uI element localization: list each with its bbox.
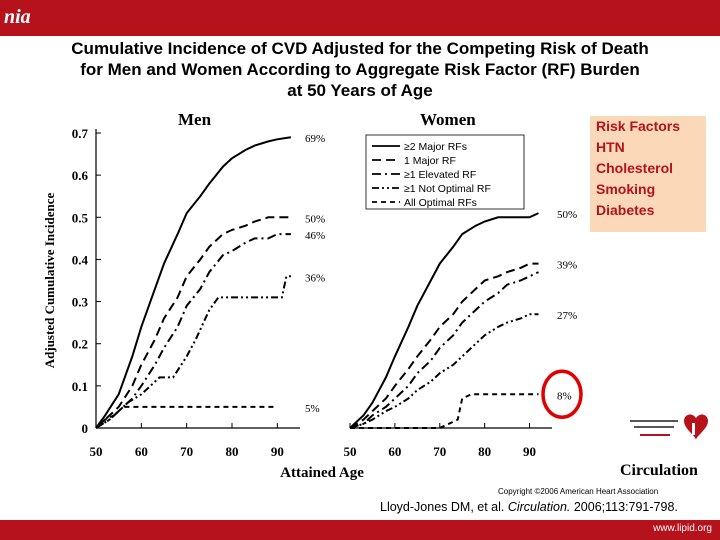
series-line xyxy=(95,136,292,429)
citation-journal: Circulation. xyxy=(507,500,571,514)
end-value-label: 69% xyxy=(305,133,325,145)
slide-title: Cumulative Incidence of CVD Adjusted for… xyxy=(10,38,710,101)
x-tick-label: 90 xyxy=(523,444,536,459)
series-line xyxy=(95,216,291,429)
citation: Lloyd-Jones DM, et al. Circulation. 2006… xyxy=(380,500,678,514)
panel-title: Women xyxy=(420,110,476,129)
y-tick-label: 0.5 xyxy=(72,210,89,225)
end-value-label: 39% xyxy=(557,260,577,272)
x-tick-label: 50 xyxy=(344,444,357,459)
legend-label: ≥1 Elevated RF xyxy=(404,169,476,181)
title-line: for Men and Women According to Aggregate… xyxy=(80,60,640,79)
series-line xyxy=(95,405,278,429)
x-axis-label: Attained Age xyxy=(280,465,364,481)
legend-box xyxy=(365,134,525,210)
y-tick-label: 0.3 xyxy=(72,295,89,310)
end-value-label: 46% xyxy=(305,230,325,242)
site-url[interactable]: www.lipid.org xyxy=(653,523,712,534)
y-tick-label: 0.7 xyxy=(72,126,89,141)
y-tick-label: 0.6 xyxy=(72,168,89,183)
series-line xyxy=(349,271,539,429)
y-axis-label: Adjusted Cumulative Incidence xyxy=(42,193,57,369)
title-line: at 50 Years of Age xyxy=(287,81,433,100)
end-value-label: 27% xyxy=(557,310,577,322)
citation-authors: Lloyd-Jones DM, et al. xyxy=(380,500,508,514)
end-value-label: 50% xyxy=(557,209,577,221)
risk-factors-box: Risk Factors HTN Cholesterol Smoking Dia… xyxy=(590,116,706,232)
x-tick-label: 80 xyxy=(226,444,239,459)
x-tick-label: 90 xyxy=(271,444,284,459)
series-line xyxy=(95,233,291,429)
citation-volume: 2006;113:791-798. xyxy=(570,500,678,514)
series-line xyxy=(95,275,291,429)
copyright-text: Copyright ©2006 American Heart Associati… xyxy=(498,487,659,496)
x-tick-label: 70 xyxy=(433,444,446,459)
nia-logo: nia xyxy=(4,6,31,28)
y-tick-label: 0.2 xyxy=(72,337,88,352)
series-line xyxy=(349,262,539,429)
y-tick-label: 0.1 xyxy=(72,379,88,394)
panel-title: Men xyxy=(178,110,212,129)
y-tick-label: 0.4 xyxy=(72,252,89,267)
series-line xyxy=(350,393,539,429)
x-tick-label: 80 xyxy=(478,444,491,459)
risk-factor-item: Cholesterol xyxy=(596,160,674,176)
legend-label: All Optimal RFs xyxy=(404,197,477,209)
series-line xyxy=(349,212,539,429)
risk-factor-item: HTN xyxy=(596,139,625,155)
footer-bar: www.lipid.org xyxy=(0,520,720,540)
end-value-label: 36% xyxy=(305,272,325,284)
end-value-label: 8% xyxy=(557,390,572,402)
x-tick-label: 60 xyxy=(388,444,401,459)
title-line: Cumulative Incidence of CVD Adjusted for… xyxy=(71,39,649,58)
risk-factor-item: Smoking xyxy=(596,181,656,197)
legend-label: ≥2 Major RFs xyxy=(404,141,467,153)
x-tick-label: 60 xyxy=(135,444,148,459)
aha-logo-icon xyxy=(630,414,708,440)
journal-name: Circulation xyxy=(620,462,698,479)
end-value-label: 5% xyxy=(305,403,320,415)
risk-factor-item: Diabetes xyxy=(596,202,655,218)
y-tick-label: 0 xyxy=(82,421,89,436)
risk-factors-title: Risk Factors xyxy=(596,118,681,134)
end-value-label: 50% xyxy=(305,213,325,225)
header-bar: nia xyxy=(0,0,720,36)
x-tick-label: 50 xyxy=(90,444,103,459)
x-tick-label: 70 xyxy=(180,444,193,459)
highlight-circle xyxy=(541,369,583,420)
legend-label: ≥1 Not Optimal RF xyxy=(404,183,491,195)
legend-label: 1 Major RF xyxy=(404,155,456,167)
